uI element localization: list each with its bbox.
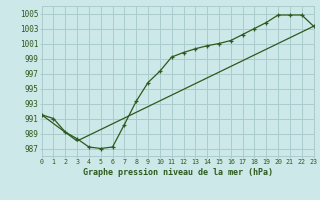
X-axis label: Graphe pression niveau de la mer (hPa): Graphe pression niveau de la mer (hPa) [83, 168, 273, 177]
